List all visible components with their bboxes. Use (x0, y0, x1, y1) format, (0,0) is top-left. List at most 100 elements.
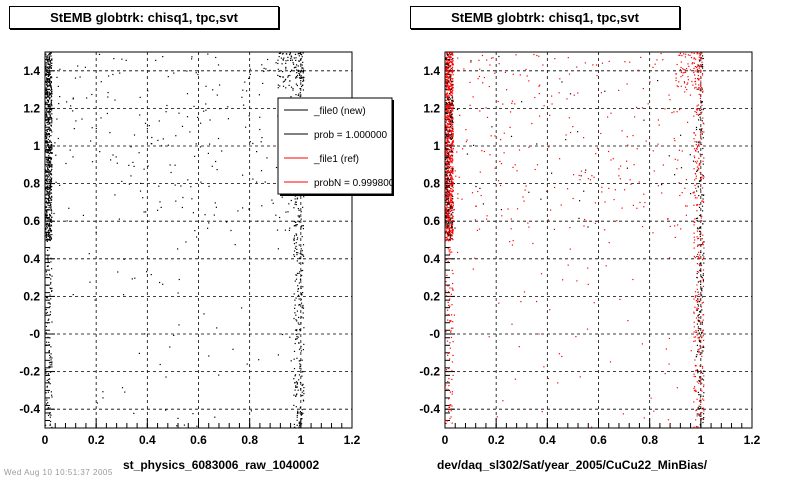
data-point (519, 74, 521, 76)
data-point (288, 203, 290, 205)
data-point (699, 376, 701, 378)
data-point (159, 281, 161, 284)
data-point (79, 76, 81, 78)
data-point (49, 55, 51, 57)
data-point (700, 89, 702, 91)
data-point (49, 366, 51, 368)
data-point (49, 219, 51, 221)
data-point (697, 64, 699, 66)
data-point (445, 209, 448, 211)
data-point (45, 68, 47, 70)
data-point (696, 141, 698, 143)
data-point (701, 88, 703, 90)
data-point (299, 92, 301, 94)
data-point (675, 77, 677, 79)
data-point (696, 413, 698, 415)
data-point (299, 257, 301, 259)
data-point (447, 198, 449, 200)
data-point (593, 176, 595, 178)
data-point (290, 57, 292, 60)
data-point (298, 221, 300, 223)
data-point (447, 285, 449, 287)
data-point (73, 128, 75, 130)
data-point (48, 225, 50, 227)
data-point (445, 231, 447, 233)
data-point (230, 229, 232, 232)
data-point (450, 204, 452, 206)
data-point (246, 363, 248, 365)
data-point (629, 61, 631, 63)
data-point (702, 200, 704, 202)
data-point (445, 113, 447, 115)
data-point (452, 181, 454, 183)
data-point (47, 402, 49, 404)
data-point (450, 132, 453, 134)
data-point (51, 364, 53, 366)
data-point (295, 59, 297, 61)
data-point (299, 258, 301, 260)
data-point (641, 107, 644, 109)
data-point (700, 276, 702, 278)
data-point (450, 209, 453, 211)
data-point (157, 139, 159, 141)
data-point (446, 225, 448, 227)
data-point (47, 85, 49, 87)
data-point (618, 89, 620, 91)
data-point (675, 79, 677, 82)
data-point (693, 427, 696, 428)
data-point (50, 261, 52, 263)
data-point (294, 374, 297, 376)
data-point (293, 243, 296, 245)
data-point (45, 91, 47, 93)
data-point (51, 426, 53, 428)
data-point (298, 60, 300, 62)
data-point (452, 90, 454, 92)
data-point (447, 319, 449, 321)
data-point (46, 206, 48, 208)
data-point (695, 217, 698, 220)
data-point (50, 207, 52, 209)
data-point (445, 210, 447, 213)
data-point (47, 88, 50, 90)
data-point (451, 108, 453, 110)
data-point (300, 75, 302, 77)
data-point (49, 60, 52, 62)
data-point (699, 311, 701, 313)
data-point (300, 85, 303, 88)
data-point (451, 99, 453, 102)
data-point (49, 228, 51, 230)
data-point (48, 302, 50, 304)
data-point (699, 407, 701, 409)
data-point (51, 122, 53, 124)
data-point (445, 99, 447, 101)
data-point (290, 86, 293, 88)
data-point (700, 180, 702, 182)
data-point (49, 224, 51, 226)
data-point (445, 57, 447, 59)
data-point (583, 225, 585, 227)
data-point (445, 115, 447, 117)
data-point (693, 155, 695, 157)
data-point (50, 146, 52, 148)
data-point (512, 240, 514, 242)
data-point (45, 214, 47, 216)
data-point (48, 91, 50, 93)
data-point (701, 87, 703, 89)
chart-title-left: StEMB globtrk: chisq1, tpc,svt (9, 6, 279, 29)
data-point (583, 190, 585, 192)
data-point (48, 223, 50, 225)
data-point (550, 209, 552, 211)
data-point (285, 87, 287, 89)
data-point (697, 228, 699, 230)
data-point (698, 71, 700, 73)
x-axis-label-left: st_physics_6083006_raw_1040002 (123, 458, 320, 472)
data-point (48, 117, 50, 119)
data-point (447, 172, 449, 174)
data-point (256, 181, 258, 183)
data-point (470, 60, 472, 62)
data-point (50, 224, 52, 226)
data-point (684, 86, 687, 88)
data-point (668, 155, 670, 157)
data-point (703, 314, 705, 316)
data-point (295, 314, 297, 316)
